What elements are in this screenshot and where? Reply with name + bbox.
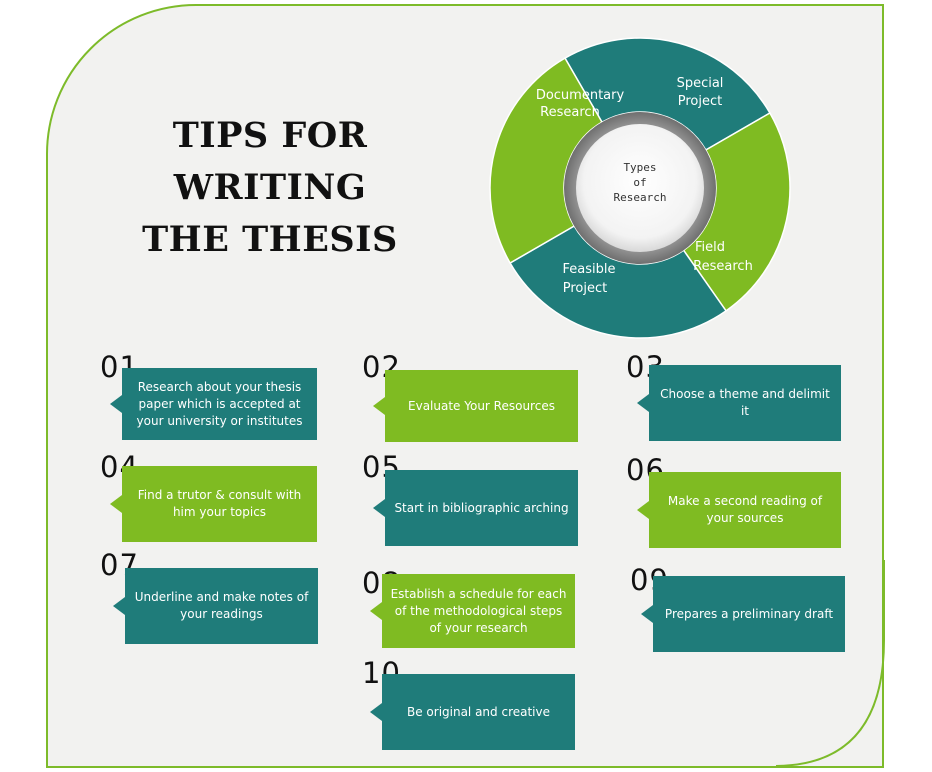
tip-pointer <box>110 495 122 513</box>
title-line-1: TIPS FOR <box>172 115 368 156</box>
tip-pointer <box>113 597 125 615</box>
segment-label-documentary-2: Research <box>540 105 600 120</box>
wheel-hub <box>576 124 704 252</box>
tip-pointer <box>637 394 649 412</box>
segment-label-special-2: Project <box>678 94 722 109</box>
tip-text-box: Make a second reading of your sources <box>649 472 841 548</box>
hub-line-1: Types <box>623 161 656 174</box>
research-types-wheel: Types of Research Documentary Research S… <box>489 37 791 339</box>
hub-line-2: of <box>633 176 646 189</box>
tip-pointer <box>110 395 122 413</box>
tip-pointer <box>373 499 385 517</box>
tip-text-box: Start in bibliographic arching <box>385 470 578 546</box>
tip-pointer <box>637 501 649 519</box>
segment-label-special-1: Special <box>677 76 724 91</box>
tip-text-box: Be original and creative <box>382 674 575 750</box>
tip-text-box: Evaluate Your Resources <box>385 370 578 442</box>
hub-line-3: Research <box>614 191 667 204</box>
tip-pointer <box>370 703 382 721</box>
tip-pointer <box>373 397 385 415</box>
segment-label-field-2: Research <box>693 259 753 274</box>
tip-text-box: Establish a schedule for each of the met… <box>382 574 575 648</box>
segment-label-field-1: Field <box>695 240 725 255</box>
title-line-2: WRITING <box>173 167 367 208</box>
tip-text-box: Prepares a preliminary draft <box>653 576 845 652</box>
segment-label-documentary-1: Documentary <box>536 88 625 103</box>
tip-pointer <box>370 602 382 620</box>
segment-label-feasible-1: Feasible <box>563 262 616 277</box>
title-line-3: THE THESIS <box>142 219 398 260</box>
infographic-title: TIPS FOR WRITING THE THESIS <box>120 110 420 266</box>
tip-text-box: Find a trutor & consult with him your to… <box>122 466 317 542</box>
tip-pointer <box>641 605 653 623</box>
tip-text-box: Research about your thesis paper which i… <box>122 368 317 440</box>
frame-corner-curve <box>776 560 885 767</box>
tip-text-box: Underline and make notes of your reading… <box>125 568 318 644</box>
tip-text-box: Choose a theme and delimit it <box>649 365 841 441</box>
segment-label-feasible-2: Project <box>563 281 607 296</box>
